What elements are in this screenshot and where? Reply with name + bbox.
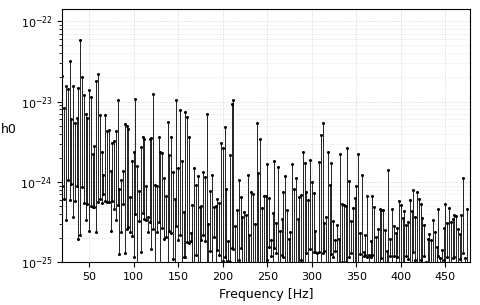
Y-axis label: h0: h0: [1, 123, 17, 136]
X-axis label: Frequency [Hz]: Frequency [Hz]: [219, 288, 313, 301]
